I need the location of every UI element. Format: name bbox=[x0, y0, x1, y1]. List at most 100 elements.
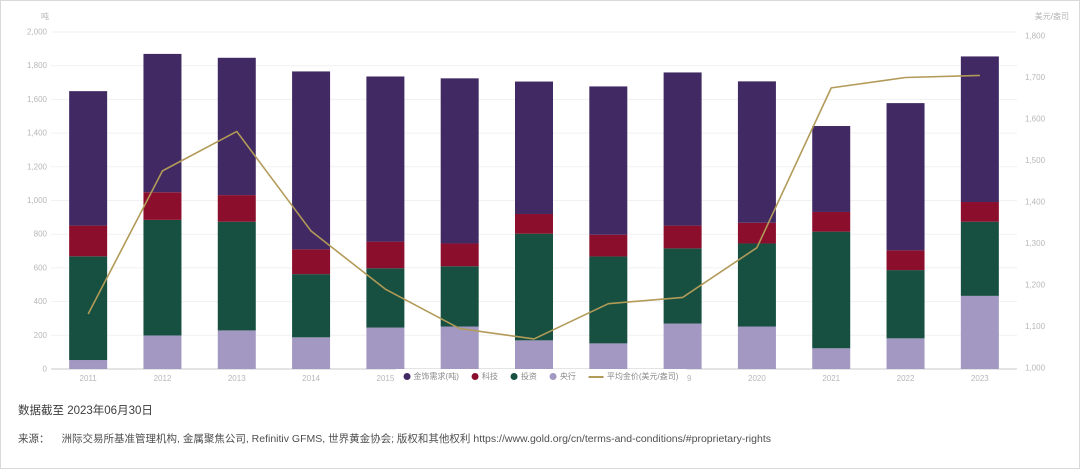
bar-segment bbox=[663, 225, 702, 249]
x-axis-category-label: 2023 bbox=[971, 374, 989, 383]
bar-segment bbox=[366, 268, 405, 328]
bar-segment bbox=[812, 211, 851, 232]
right-axis-tick-label: 1,100 bbox=[1025, 322, 1046, 331]
right-axis-tick-label: 1,200 bbox=[1025, 281, 1046, 290]
legend-item-3[interactable]: 央行 bbox=[549, 371, 576, 382]
bar-segment bbox=[886, 338, 925, 369]
x-axis-category-label: 2014 bbox=[302, 374, 320, 383]
bar-segment bbox=[886, 250, 925, 271]
bar-segment bbox=[440, 78, 479, 244]
bar-segment bbox=[737, 222, 776, 244]
bar-segment bbox=[217, 221, 256, 331]
legend-label: 平均金价(美元/盎司) bbox=[606, 372, 679, 381]
bar-segment bbox=[217, 195, 256, 222]
source-label: 来源： bbox=[18, 433, 50, 445]
bar-segment bbox=[663, 72, 702, 226]
right-axis-tick-label: 1,800 bbox=[1025, 32, 1046, 41]
bar-segment bbox=[69, 225, 108, 257]
left-axis-tick-label: 600 bbox=[34, 263, 48, 272]
bar-segment bbox=[960, 56, 999, 203]
left-axis-tick-label: 1,000 bbox=[27, 196, 48, 205]
bar-segment bbox=[143, 219, 182, 336]
chart-legend: 金饰需求(吨) 科技 投资 央行 平均金价(美元/盎司) bbox=[395, 369, 687, 384]
legend-dot-icon bbox=[510, 373, 518, 380]
bar-segment bbox=[69, 91, 108, 226]
bar-segment bbox=[366, 241, 405, 269]
bar-segment bbox=[366, 327, 405, 369]
data-as-of-note: 数据截至 2023年06月30日 bbox=[18, 405, 153, 417]
source-line: 来源： 洲际交易所基准管理机构, 金属聚焦公司, Refinitiv GFMS, … bbox=[18, 431, 771, 446]
bar-segment bbox=[589, 256, 628, 344]
right-axis-tick-label: 1,000 bbox=[1025, 364, 1046, 373]
bar-segment bbox=[515, 233, 553, 341]
bar-segment bbox=[440, 326, 479, 369]
legend-item-2[interactable]: 投资 bbox=[510, 371, 537, 382]
bar-segment bbox=[886, 103, 925, 251]
left-axis-tick-label: 1,800 bbox=[27, 61, 48, 70]
bar-segment bbox=[366, 76, 405, 242]
bar-segment bbox=[812, 348, 851, 369]
legend-label: 科技 bbox=[481, 372, 498, 381]
x-axis-category-label: 2013 bbox=[228, 374, 246, 383]
legend-item-1[interactable]: 科技 bbox=[471, 371, 498, 382]
left-axis-tick-label: 1,400 bbox=[27, 129, 48, 138]
bar-segment bbox=[737, 326, 776, 369]
bar-segment bbox=[960, 295, 999, 369]
left-axis-tick-label: 1,600 bbox=[27, 95, 48, 104]
bar-segment bbox=[515, 213, 553, 234]
chart-area: 吨 美元/盎司 0 200 400 600 800 1,000 1,200 1,400 1,60… bbox=[1, 1, 1079, 396]
left-axis-tick-label: 800 bbox=[34, 230, 48, 239]
bar-segment bbox=[440, 266, 479, 327]
bar-segment bbox=[292, 249, 331, 275]
bar-segment bbox=[292, 274, 331, 338]
right-axis-tick-label: 1,600 bbox=[1025, 115, 1046, 124]
legend-dot-icon bbox=[403, 373, 411, 380]
bar-segment bbox=[663, 248, 702, 324]
bar-segment bbox=[886, 270, 925, 339]
bar-segment bbox=[69, 256, 108, 361]
right-axis-tick-label: 1,300 bbox=[1025, 239, 1046, 248]
right-axis-title: 美元/盎司 bbox=[1034, 12, 1069, 21]
bar-segment bbox=[589, 234, 628, 257]
bar-segment bbox=[292, 337, 331, 369]
x-axis-category-label: 2021 bbox=[822, 374, 840, 383]
bar-segment bbox=[69, 360, 108, 369]
x-axis-category-label: 2011 bbox=[80, 374, 98, 383]
legend-line-icon bbox=[588, 375, 604, 378]
x-axis-category-label: 2012 bbox=[154, 374, 172, 383]
x-axis-category-label: 2020 bbox=[748, 374, 766, 383]
bar-segment bbox=[812, 126, 851, 212]
bar-segment bbox=[515, 340, 553, 369]
bar-segment bbox=[737, 81, 776, 223]
legend-label: 金饰需求(吨) bbox=[413, 372, 459, 381]
bar-segment bbox=[515, 81, 553, 214]
bar-segment bbox=[960, 221, 999, 296]
bar-segment bbox=[217, 330, 256, 369]
bar-segment bbox=[440, 243, 479, 267]
bar-segment bbox=[663, 323, 702, 369]
legend-label: 投资 bbox=[520, 372, 537, 381]
left-axis-tick-label: 200 bbox=[34, 331, 48, 340]
bar-segment bbox=[589, 86, 628, 235]
bar-segment bbox=[960, 202, 999, 222]
legend-item-line[interactable]: 平均金价(美元/盎司) bbox=[588, 371, 679, 382]
bar-segment bbox=[737, 243, 776, 327]
right-axis-tick-label: 1,500 bbox=[1025, 156, 1046, 165]
bar-segment bbox=[143, 335, 182, 369]
legend-item-0[interactable]: 金饰需求(吨) bbox=[403, 371, 459, 382]
source-text: 洲际交易所基准管理机构, 金属聚焦公司, Refinitiv GFMS, 世界黄… bbox=[61, 433, 471, 445]
legend-dot-icon bbox=[471, 373, 479, 380]
bar-segment bbox=[143, 53, 182, 193]
gold-price-line bbox=[87, 74, 980, 340]
bar-segment bbox=[812, 231, 851, 349]
left-axis-tick-label: 400 bbox=[34, 297, 48, 306]
left-axis-tick-label: 0 bbox=[43, 365, 48, 374]
source-url-link[interactable]: https://www.gold.org/cn/terms-and-condit… bbox=[473, 433, 771, 445]
right-axis-tick-label: 1,400 bbox=[1025, 198, 1046, 207]
legend-label: 央行 bbox=[559, 372, 576, 381]
x-axis-category-label: 2022 bbox=[897, 374, 915, 383]
left-axis-title: 吨 bbox=[41, 12, 49, 21]
legend-dot-icon bbox=[549, 373, 557, 380]
bar-segment bbox=[217, 57, 256, 196]
